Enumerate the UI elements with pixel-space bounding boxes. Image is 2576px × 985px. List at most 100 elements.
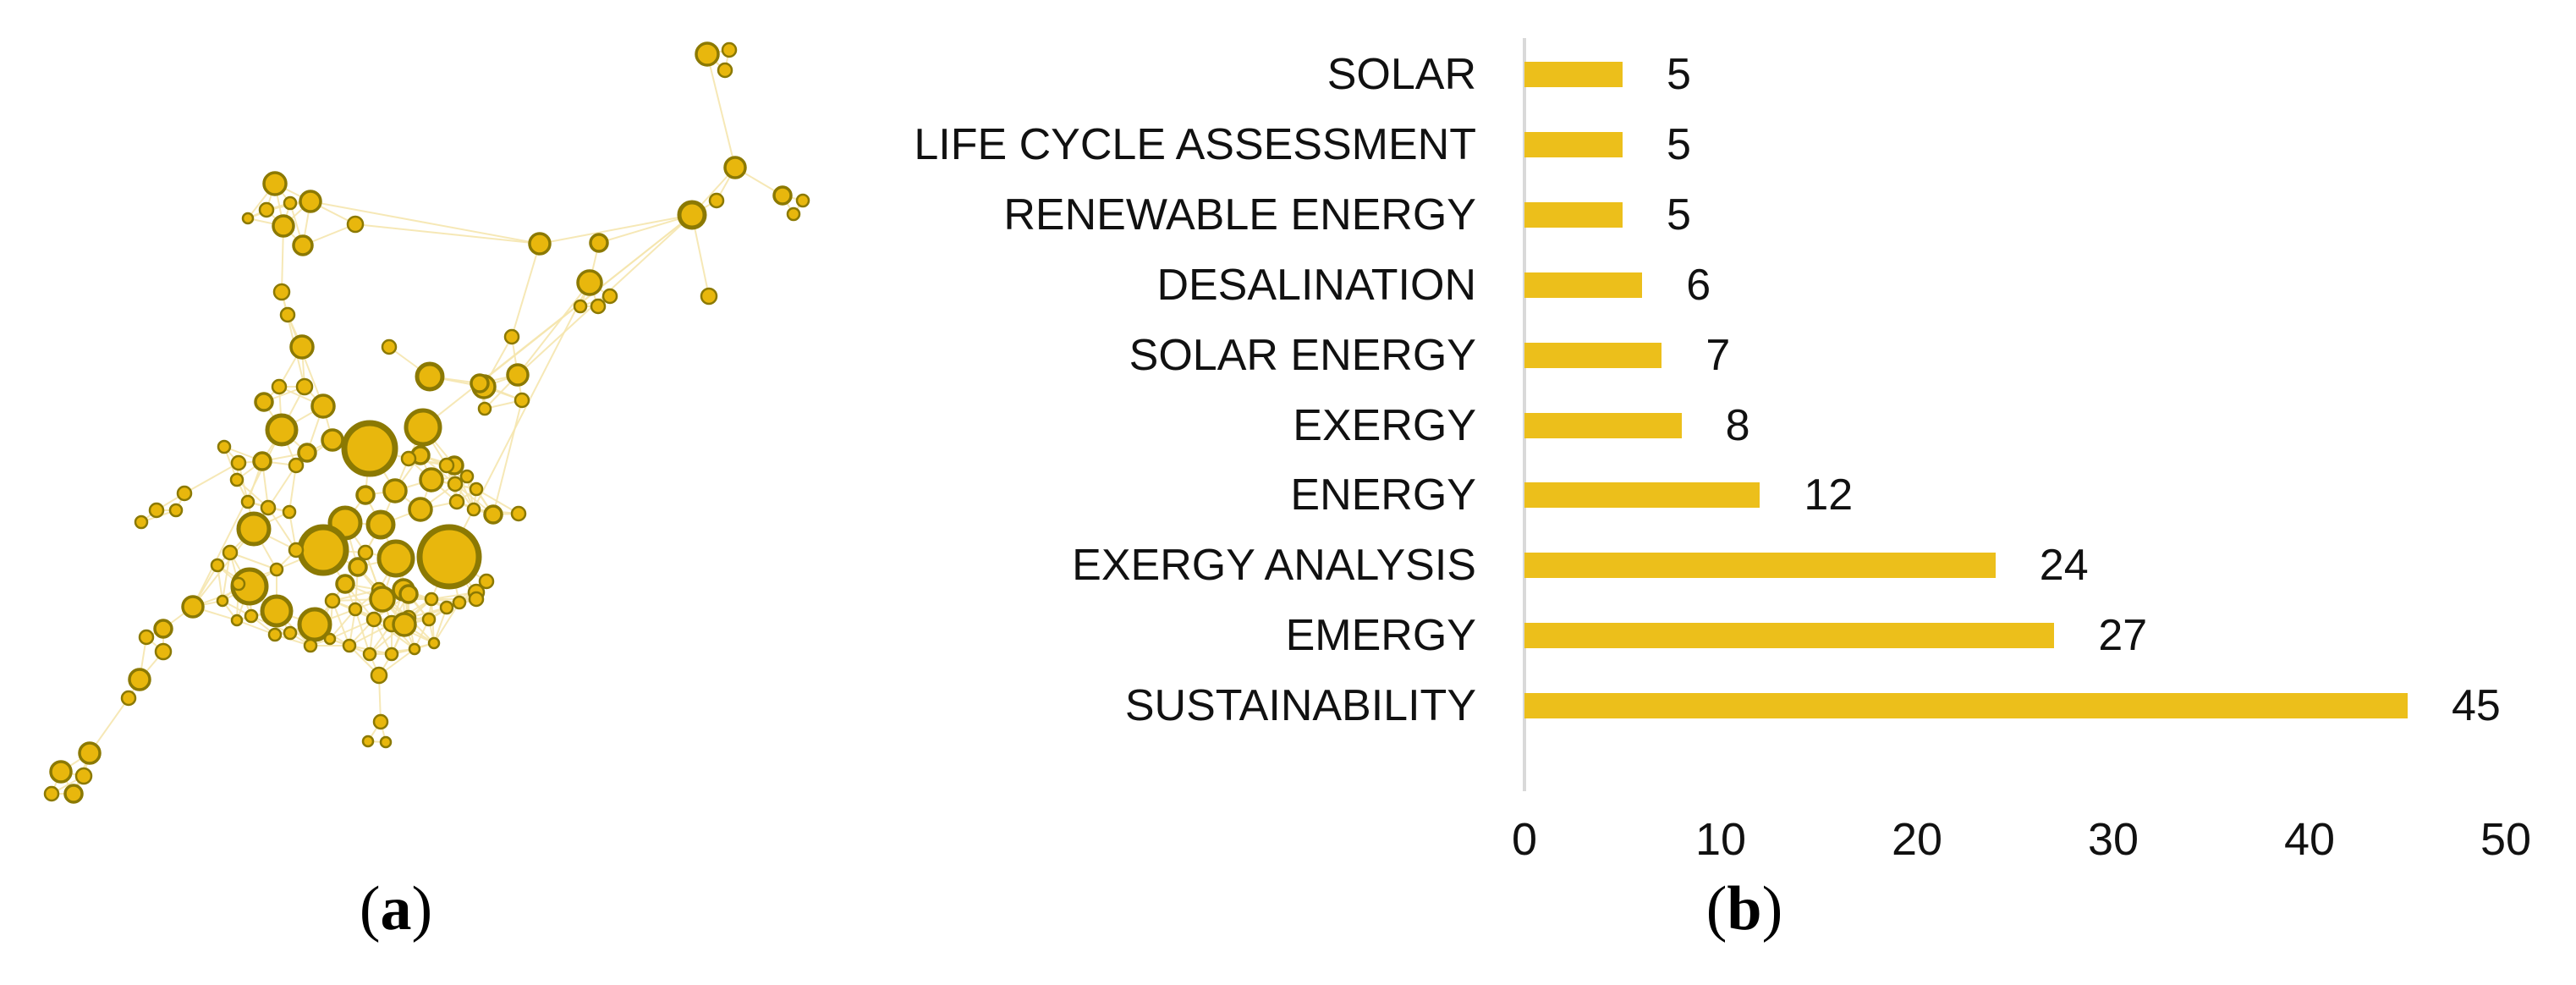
network-node[interactable] (365, 509, 396, 540)
network-node[interactable] (448, 493, 465, 510)
network-node[interactable] (230, 454, 247, 471)
network-node[interactable] (365, 611, 382, 628)
network-node[interactable] (267, 627, 283, 642)
network-node[interactable] (677, 200, 707, 230)
network-node[interactable] (348, 602, 363, 617)
network-node[interactable] (231, 576, 246, 592)
network-node[interactable] (272, 283, 291, 301)
network-node[interactable] (348, 557, 368, 577)
network-node[interactable] (438, 457, 455, 474)
bar[interactable] (1524, 623, 2054, 649)
network-node[interactable] (576, 269, 603, 296)
network-node[interactable] (573, 299, 588, 314)
network-node[interactable] (370, 666, 388, 685)
network-node[interactable] (708, 192, 725, 209)
network-node[interactable] (288, 457, 305, 474)
network-node[interactable] (506, 363, 530, 387)
network-node[interactable] (392, 612, 417, 637)
network-node[interactable] (483, 504, 503, 525)
network-node[interactable] (254, 392, 274, 412)
network-node[interactable] (210, 558, 225, 573)
network-node[interactable] (148, 502, 165, 519)
network-node[interactable] (299, 190, 322, 213)
network-node[interactable] (477, 401, 492, 416)
network-node[interactable] (216, 594, 229, 608)
network-node[interactable] (376, 539, 415, 578)
bar[interactable] (1524, 201, 1623, 228)
bar[interactable] (1524, 693, 2408, 719)
bar[interactable] (1524, 342, 1661, 368)
network-node[interactable] (283, 625, 298, 641)
network-node[interactable] (589, 233, 609, 253)
network-node[interactable] (408, 497, 433, 522)
network-node[interactable] (153, 619, 173, 639)
network-node[interactable] (415, 361, 445, 392)
network-node[interactable] (181, 595, 205, 619)
network-node[interactable] (408, 642, 421, 656)
network-node[interactable] (590, 298, 607, 315)
network-node[interactable] (468, 591, 485, 608)
network-node[interactable] (341, 420, 398, 477)
network-node[interactable] (469, 481, 484, 497)
network-node[interactable] (379, 735, 393, 749)
network-node[interactable] (128, 668, 151, 691)
network-node[interactable] (721, 41, 738, 58)
network-node[interactable] (478, 573, 495, 590)
network-node[interactable] (168, 503, 184, 518)
network-node[interactable] (404, 408, 442, 447)
network-node[interactable] (361, 735, 375, 748)
network-node[interactable] (452, 595, 467, 610)
network-node[interactable] (138, 629, 155, 646)
network-node[interactable] (297, 607, 332, 642)
network-node[interactable] (265, 413, 299, 447)
bar[interactable] (1524, 62, 1623, 87)
network-node[interactable] (271, 378, 288, 395)
network-node[interactable] (244, 608, 259, 624)
network-node[interactable] (601, 288, 618, 305)
network-node[interactable] (120, 690, 137, 707)
network-node[interactable] (421, 612, 437, 627)
network-node[interactable] (288, 542, 305, 559)
bar[interactable] (1524, 482, 1760, 509)
network-node[interactable] (63, 784, 84, 804)
bar[interactable] (1524, 412, 1682, 438)
network-node[interactable] (772, 185, 793, 206)
bar[interactable] (1524, 272, 1642, 298)
network-node[interactable] (335, 574, 355, 594)
network-node[interactable] (324, 592, 341, 609)
network-node[interactable] (700, 287, 718, 305)
network-node[interactable] (74, 767, 93, 785)
network-node[interactable] (241, 212, 255, 225)
network-node[interactable] (222, 544, 239, 561)
network-node[interactable] (49, 760, 73, 784)
network-node[interactable] (466, 502, 481, 517)
network-node[interactable] (342, 638, 357, 653)
network-node[interactable] (282, 504, 297, 520)
network-node[interactable] (240, 494, 255, 509)
network-node[interactable] (795, 193, 810, 208)
network-node[interactable] (289, 334, 315, 360)
network-node[interactable] (447, 476, 464, 492)
network-node[interactable] (346, 215, 365, 234)
network-node[interactable] (717, 62, 733, 79)
network-node[interactable] (236, 511, 272, 547)
network-node[interactable] (260, 499, 277, 516)
network-node[interactable] (416, 524, 482, 590)
network-node[interactable] (372, 713, 389, 730)
network-node[interactable] (381, 338, 398, 355)
network-node[interactable] (252, 451, 272, 471)
network-node[interactable] (439, 600, 454, 615)
network-node[interactable] (217, 439, 232, 454)
network-node[interactable] (355, 485, 376, 505)
network-node[interactable] (424, 592, 439, 607)
network-node[interactable] (400, 450, 417, 467)
network-node[interactable] (362, 647, 377, 662)
network-node[interactable] (283, 195, 298, 211)
network-node[interactable] (269, 562, 284, 577)
network-node[interactable] (786, 206, 801, 222)
network-node[interactable] (323, 632, 337, 646)
network-node[interactable] (369, 586, 396, 613)
network-node[interactable] (262, 171, 288, 196)
network-node[interactable] (723, 156, 747, 179)
network-node[interactable] (43, 785, 60, 802)
